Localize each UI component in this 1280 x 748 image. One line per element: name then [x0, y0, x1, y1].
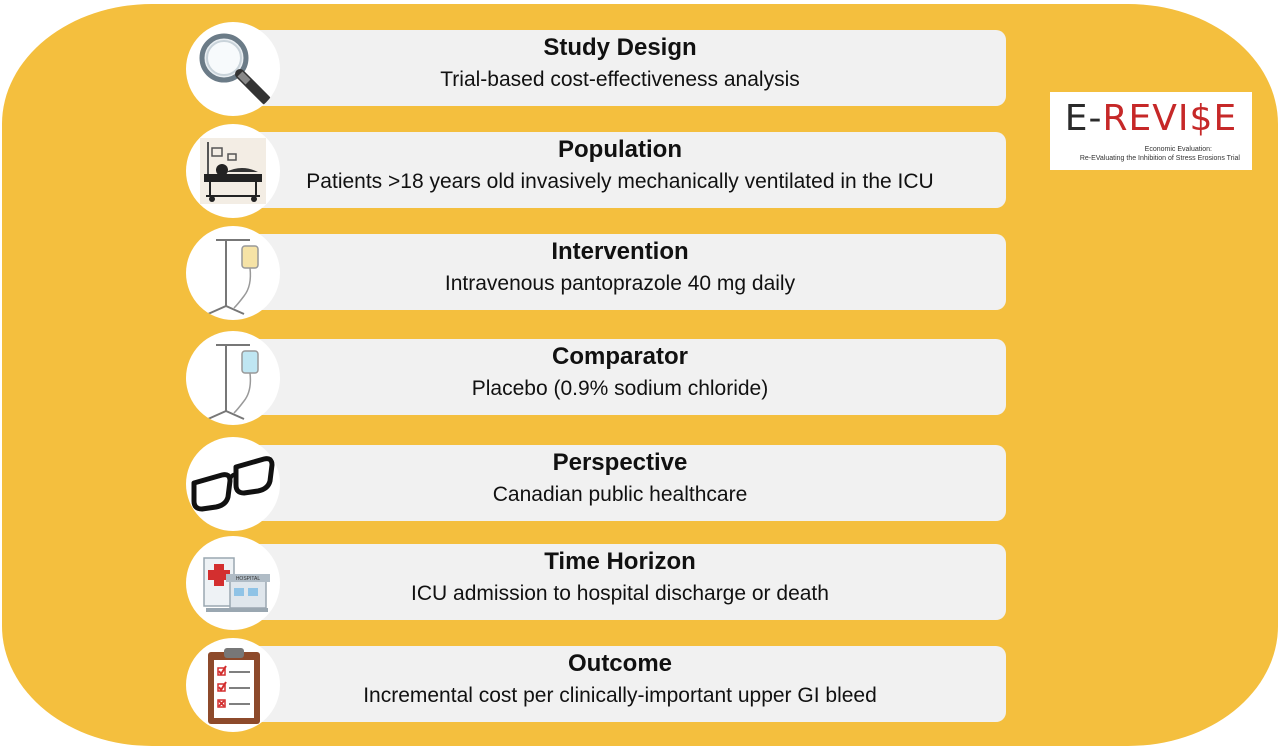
row-title: Outcome: [567, 650, 672, 677]
row-description: Patients >18 years old invasively mechan…: [306, 170, 934, 193]
logo-subtitle-line2: Re-EValuating the Inhibition of Stress E…: [1079, 155, 1240, 162]
logo-prefix: E-: [1064, 98, 1103, 139]
row-intervention: Intervention Intravenous pantoprazole 40…: [186, 226, 1008, 320]
eyeglasses-icon: [186, 437, 280, 531]
card: [234, 544, 1006, 620]
card: [234, 132, 1006, 208]
row-study-design: Study Design Trial-based cost-effectiven…: [186, 22, 1008, 116]
clipboard-checklist-icon: [186, 638, 280, 732]
row-outcome: Outcome Incremental cost per clinically-…: [186, 638, 1008, 732]
row-comparator: Comparator Placebo (0.9% sodium chloride…: [186, 331, 1008, 425]
magnifying-glass-icon: [186, 22, 280, 116]
row-perspective: Perspective Canadian public healthcare: [186, 437, 1008, 531]
row-time-horizon: HOSPITAL Time Horizon ICU admission to h…: [186, 536, 1008, 630]
iv-bag-icon: [186, 331, 280, 425]
row-title: Intervention: [551, 238, 689, 265]
row-description: Trial-based cost-effectiveness analysis: [440, 68, 800, 91]
hospital-building-icon: HOSPITAL: [186, 536, 280, 630]
logo-wordmark: E-REVI$E: [1050, 98, 1252, 139]
row-title: Population: [558, 136, 682, 163]
row-title: Perspective: [552, 449, 688, 476]
row-description: Intravenous pantoprazole 40 mg daily: [444, 272, 796, 295]
e-revise-logo: E-REVI$E Economic Evaluation: Re-EValuat…: [1050, 92, 1252, 170]
row-title: Time Horizon: [544, 548, 696, 575]
card: [234, 445, 1006, 521]
hospital-bed-icon: [186, 124, 280, 218]
row-description: Placebo (0.9% sodium chloride): [471, 377, 769, 400]
row-description: Incremental cost per clinically-importan…: [363, 684, 877, 707]
logo-subtitle-line1: Economic Evaluation:: [1144, 146, 1212, 153]
card: [234, 234, 1006, 310]
card: [234, 646, 1006, 722]
row-population: Population Patients >18 years old invasi…: [186, 124, 1008, 218]
card: [234, 30, 1006, 106]
iv-bag-icon: [186, 226, 280, 320]
card: [234, 339, 1006, 415]
logo-main: REVI$E: [1102, 98, 1238, 139]
row-description: ICU admission to hospital discharge or d…: [411, 582, 829, 605]
row-title: Study Design: [543, 34, 697, 61]
row-title: Comparator: [551, 343, 689, 370]
row-description: Canadian public healthcare: [492, 483, 748, 506]
hospital-sign: HOSPITAL: [236, 576, 261, 582]
